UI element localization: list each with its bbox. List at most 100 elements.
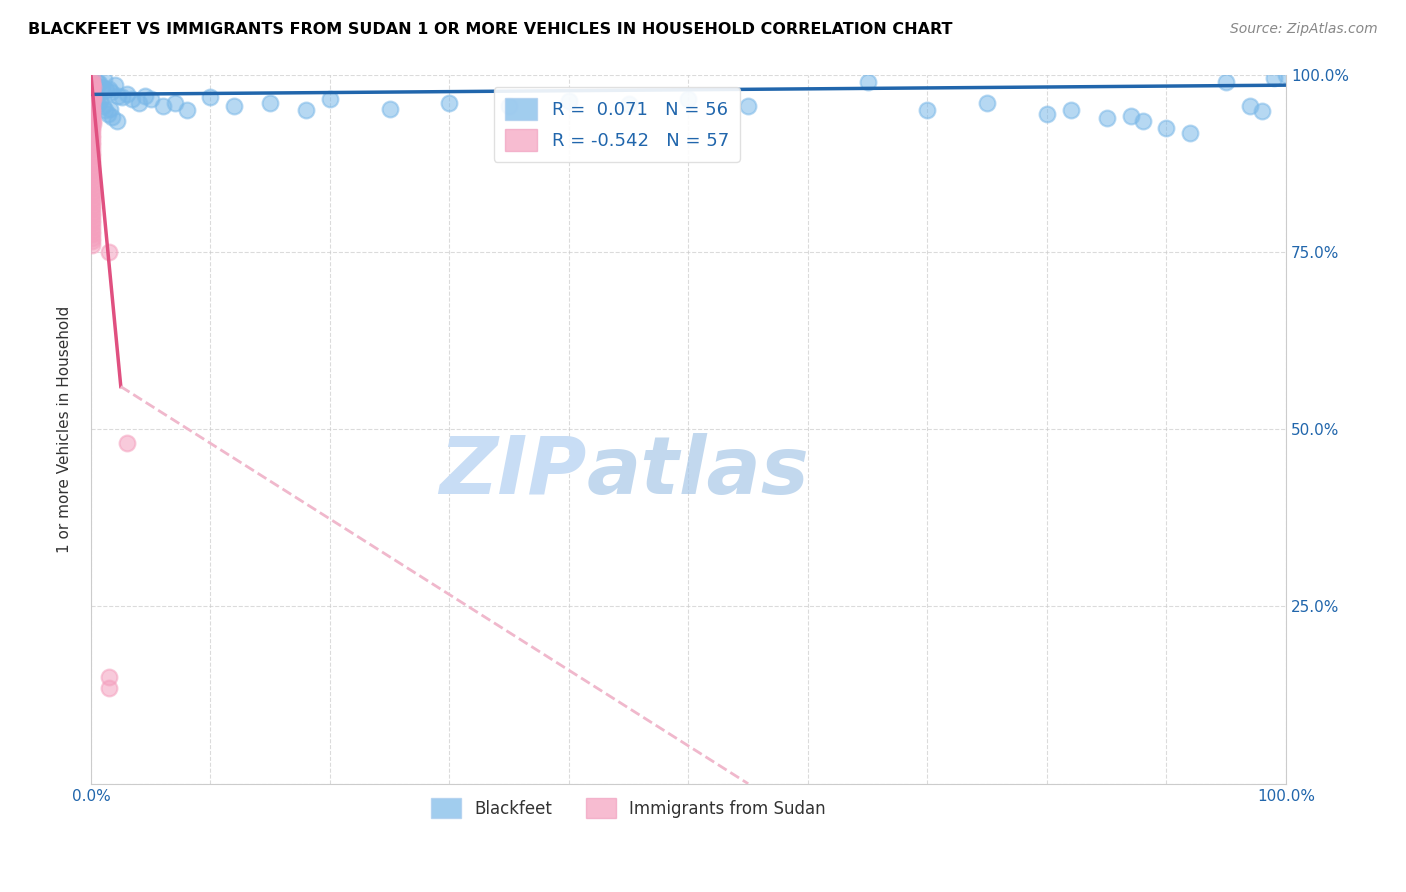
Point <box>1215 74 1237 88</box>
Point <box>856 74 879 88</box>
Point <box>90 80 112 95</box>
Point <box>82 90 104 104</box>
Point <box>111 90 134 104</box>
Point <box>121 92 143 106</box>
Point <box>82 234 104 248</box>
Point <box>82 181 104 195</box>
Point <box>104 78 127 92</box>
Point <box>259 95 281 110</box>
Point <box>80 237 103 252</box>
Point <box>1132 113 1154 128</box>
Point <box>1180 126 1202 140</box>
Point <box>80 219 103 234</box>
Point <box>82 104 104 119</box>
Point <box>83 78 105 92</box>
Point <box>82 85 104 99</box>
Point <box>96 83 118 97</box>
Point <box>82 142 104 156</box>
Point <box>80 99 103 113</box>
Point <box>107 88 129 103</box>
Point <box>1119 109 1142 123</box>
Point <box>80 195 103 210</box>
Point <box>80 170 103 185</box>
Point <box>86 74 108 88</box>
Point <box>1095 112 1118 126</box>
Point <box>87 97 110 112</box>
Text: ZIP: ZIP <box>440 433 586 511</box>
Point <box>80 185 103 199</box>
Point <box>439 95 461 110</box>
Point <box>82 149 104 163</box>
Point <box>80 202 103 217</box>
Point <box>80 206 103 220</box>
Y-axis label: 1 or more Vehicles in Household: 1 or more Vehicles in Household <box>58 305 72 553</box>
Point <box>80 128 103 142</box>
Point <box>128 95 150 110</box>
Point <box>80 109 103 123</box>
Point <box>617 97 640 112</box>
Point <box>97 681 120 695</box>
Point <box>200 90 222 104</box>
Point <box>176 103 198 117</box>
Point <box>1275 68 1298 82</box>
Point <box>80 213 103 227</box>
Point <box>976 95 998 110</box>
Point <box>82 167 104 181</box>
Text: Source: ZipAtlas.com: Source: ZipAtlas.com <box>1230 22 1378 37</box>
Point <box>1251 104 1274 119</box>
Point <box>378 102 401 116</box>
Point <box>80 178 103 192</box>
Point <box>82 78 104 92</box>
Text: atlas: atlas <box>586 433 810 511</box>
Point <box>82 80 104 95</box>
Text: BLACKFEET VS IMMIGRANTS FROM SUDAN 1 OR MORE VEHICLES IN HOUSEHOLD CORRELATION C: BLACKFEET VS IMMIGRANTS FROM SUDAN 1 OR … <box>28 22 953 37</box>
Point <box>91 99 114 113</box>
Point <box>80 160 103 174</box>
Point <box>82 112 104 126</box>
Point <box>80 106 103 120</box>
Point <box>224 99 246 113</box>
Point <box>82 117 104 131</box>
Point <box>80 192 103 206</box>
Point <box>80 74 103 88</box>
Point <box>1036 106 1059 120</box>
Point <box>82 76 104 90</box>
Point <box>1263 71 1285 86</box>
Point <box>115 87 138 102</box>
Point <box>163 95 186 110</box>
Point <box>82 113 104 128</box>
Point <box>82 92 104 106</box>
Point <box>82 88 104 103</box>
Point <box>93 72 115 87</box>
Point <box>80 138 103 153</box>
Point <box>80 145 103 160</box>
Point <box>295 103 318 117</box>
Point <box>105 113 128 128</box>
Point <box>80 163 103 178</box>
Point <box>917 103 939 117</box>
Point <box>80 135 103 149</box>
Point <box>82 103 104 117</box>
Point <box>100 85 122 99</box>
Point <box>80 95 103 110</box>
Point <box>80 188 103 202</box>
Point <box>101 110 124 124</box>
Legend: Blackfeet, Immigrants from Sudan: Blackfeet, Immigrants from Sudan <box>425 791 832 825</box>
Point <box>97 106 120 120</box>
Point <box>115 436 138 450</box>
Point <box>80 124 103 138</box>
Point <box>98 102 121 116</box>
Point <box>80 156 103 170</box>
Point <box>82 120 104 135</box>
Point <box>80 71 103 86</box>
Point <box>80 227 103 241</box>
Point <box>80 153 103 167</box>
Point <box>82 131 104 145</box>
Point <box>94 103 117 117</box>
Point <box>89 76 111 90</box>
Point <box>498 99 520 113</box>
Point <box>1060 103 1083 117</box>
Point <box>80 174 103 188</box>
Point <box>80 210 103 224</box>
Point <box>319 92 342 106</box>
